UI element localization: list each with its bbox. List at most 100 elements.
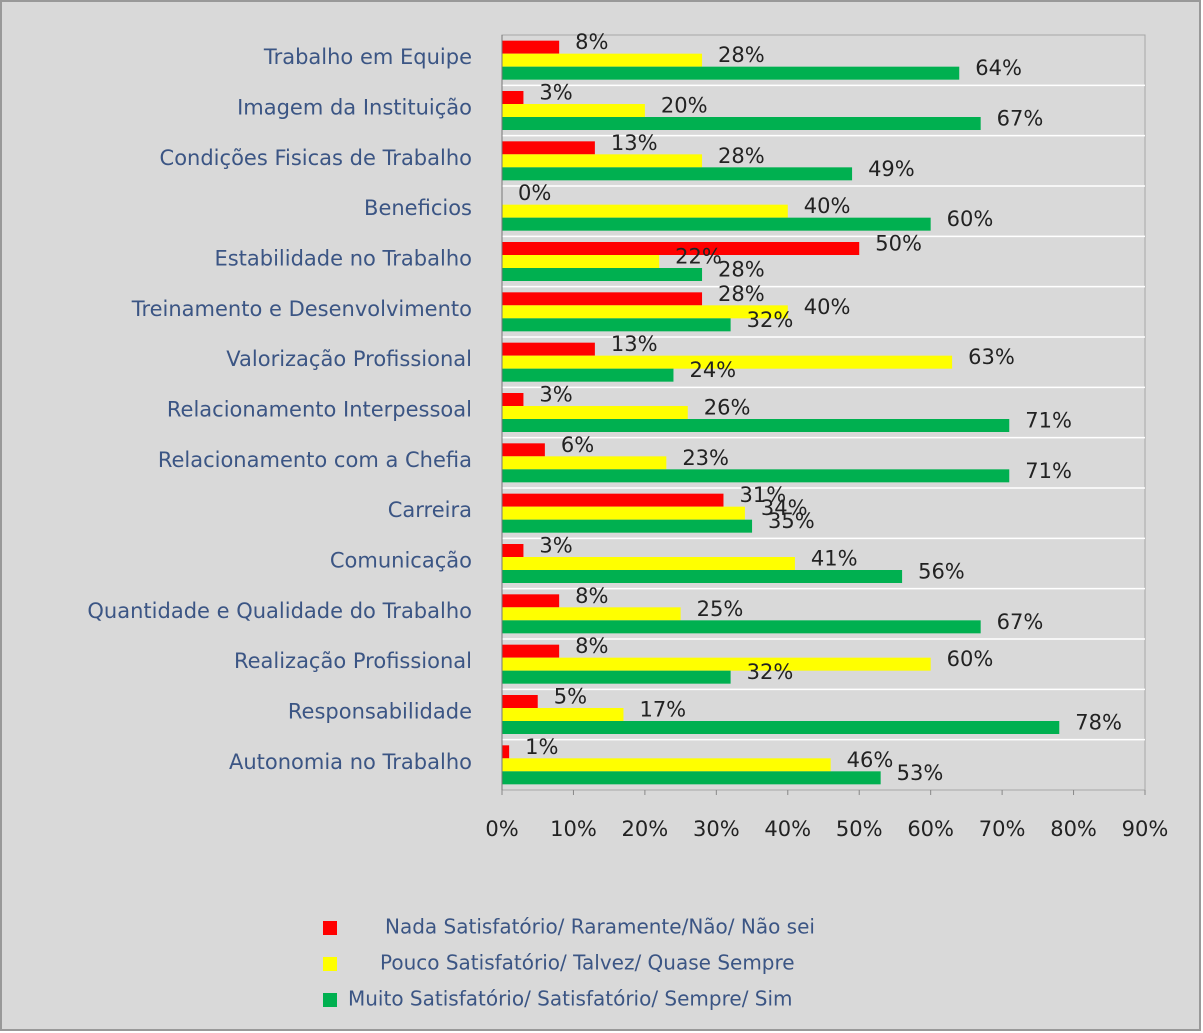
bar	[502, 117, 981, 130]
x-tick-label: 30%	[693, 817, 740, 841]
value-label: 23%	[682, 446, 729, 470]
bar	[502, 141, 595, 155]
legend-swatch	[323, 957, 337, 971]
value-label: 3%	[539, 534, 572, 558]
bar	[502, 255, 660, 268]
category-label: Relacionamento Interpessoal	[167, 398, 472, 422]
value-label: 8%	[575, 584, 608, 608]
bar	[502, 66, 960, 80]
value-label: 53%	[897, 761, 944, 785]
category-label: Beneficios	[364, 196, 472, 220]
bar	[502, 217, 931, 231]
value-label: 56%	[918, 560, 965, 584]
bar	[502, 771, 881, 785]
category-label: Trabalho em Equipe	[263, 45, 472, 69]
value-label: 28%	[718, 144, 765, 168]
value-label: 32%	[747, 660, 794, 684]
bar	[502, 708, 624, 721]
category-label: Estabilidade no Trabalho	[214, 247, 472, 271]
value-label: 71%	[1025, 459, 1072, 483]
value-label: 26%	[704, 396, 751, 420]
bar	[502, 204, 788, 218]
value-label: 34%	[761, 496, 808, 520]
value-label: 8%	[575, 30, 608, 54]
bar	[502, 342, 595, 356]
value-label: 6%	[561, 433, 594, 457]
bar	[502, 406, 688, 419]
bar	[502, 53, 703, 67]
x-tick-label: 10%	[550, 817, 597, 841]
x-tick-label: 90%	[1122, 817, 1169, 841]
category-label: Relacionamento com a Chefia	[158, 448, 472, 472]
value-label: 3%	[539, 383, 572, 407]
value-label: 46%	[847, 748, 894, 772]
value-label: 32%	[747, 308, 794, 332]
bar	[502, 607, 681, 621]
value-label: 22%	[675, 245, 722, 269]
category-label: Quantidade e Qualidade do Trabalho	[87, 599, 472, 623]
category-label: Realização Profissional	[234, 649, 472, 673]
bar	[502, 91, 524, 104]
x-tick-label: 50%	[836, 817, 883, 841]
value-label: 25%	[697, 597, 744, 621]
bar	[502, 557, 795, 570]
category-label: Comunicação	[330, 549, 472, 573]
value-label: 49%	[868, 157, 915, 181]
bar	[502, 695, 538, 708]
value-label: 40%	[804, 194, 851, 218]
value-label: 78%	[1075, 711, 1122, 735]
bar	[502, 469, 1010, 483]
value-label: 64%	[975, 56, 1022, 80]
bar	[502, 506, 745, 520]
bar	[502, 745, 510, 759]
value-label: 50%	[875, 232, 922, 256]
category-label: Valorização Profissional	[226, 347, 472, 371]
value-label: 67%	[997, 610, 1044, 634]
bar	[502, 620, 981, 634]
bar	[502, 292, 703, 306]
x-tick-label: 0%	[485, 817, 518, 841]
bar	[502, 519, 753, 533]
value-label: 63%	[968, 345, 1015, 369]
bar	[502, 493, 724, 507]
bar	[502, 318, 731, 332]
x-tick-label: 40%	[764, 817, 811, 841]
legend-label: Nada Satisfatório/ Raramente/Não/ Não se…	[385, 915, 815, 939]
value-label: 35%	[768, 509, 815, 533]
bar	[502, 721, 1060, 734]
value-label: 28%	[718, 282, 765, 306]
bar	[502, 644, 560, 658]
category-label: Imagem da Instituição	[237, 96, 472, 120]
bar	[502, 670, 731, 684]
value-label: 0%	[518, 181, 551, 205]
value-label: 31%	[739, 483, 786, 507]
bar	[502, 242, 860, 255]
legend-swatch	[323, 921, 337, 935]
value-label: 5%	[554, 685, 587, 709]
value-label: 60%	[947, 647, 994, 671]
value-label: 24%	[689, 358, 736, 382]
value-label: 17%	[639, 698, 686, 722]
bar	[502, 393, 524, 406]
bar	[502, 368, 674, 382]
category-label: Responsabilidade	[288, 700, 472, 724]
bar	[502, 456, 667, 470]
bar	[502, 594, 560, 608]
category-label: Condições Fisicas de Trabalho	[160, 146, 472, 170]
value-label: 41%	[811, 547, 858, 571]
x-tick-label: 80%	[1050, 817, 1097, 841]
value-label: 13%	[611, 332, 658, 356]
value-label: 28%	[718, 43, 765, 67]
x-tick-label: 60%	[907, 817, 954, 841]
legend-label: Muito Satisfatório/ Satisfatório/ Sempre…	[348, 987, 793, 1011]
category-label: Carreira	[388, 498, 472, 522]
value-label: 1%	[525, 735, 558, 759]
category-label: Autonomia no Trabalho	[229, 750, 472, 774]
bar	[502, 268, 703, 281]
x-tick-label: 70%	[979, 817, 1026, 841]
value-label: 13%	[611, 131, 658, 155]
bar	[502, 167, 853, 181]
bar	[502, 40, 560, 54]
bar	[502, 758, 831, 772]
